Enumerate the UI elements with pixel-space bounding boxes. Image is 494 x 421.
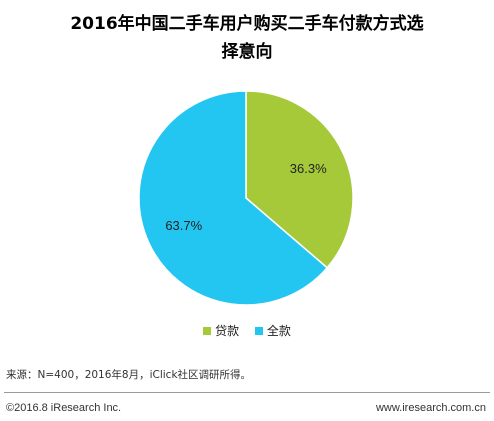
chart-title: 2016年中国二手车用户购买二手车付款方式选 择意向 — [0, 10, 494, 66]
chart-title-line-2: 择意向 — [221, 42, 273, 62]
legend-swatch-loan — [203, 326, 212, 335]
legend-item-full: 全款 — [254, 322, 291, 339]
data-label-loan: 36.3% — [290, 161, 327, 176]
chart-title-line-1: 2016年中国二手车用户购买二手车付款方式选 — [70, 14, 424, 34]
legend: 贷款 全款 — [0, 322, 494, 339]
data-label-full: 63.7% — [165, 218, 202, 233]
pie-slice-full — [138, 90, 329, 306]
pie-slice-loan — [245, 90, 354, 269]
pie-slices — [138, 90, 354, 306]
legend-item-loan: 贷款 — [203, 322, 239, 339]
copyright: ©2016.8 iResearch Inc. — [6, 402, 122, 414]
legend-label-loan: 贷款 — [215, 324, 240, 338]
pie-labels: 36.3% 63.7% — [165, 161, 327, 233]
source-note: 来源：N=400，2016年8月，iClick社区调研所得。 — [6, 369, 252, 381]
website-link[interactable]: www.iresearch.com.cn — [375, 402, 486, 414]
legend-swatch-full — [254, 326, 263, 335]
legend-label-full: 全款 — [266, 324, 291, 338]
footer-divider — [4, 392, 490, 393]
